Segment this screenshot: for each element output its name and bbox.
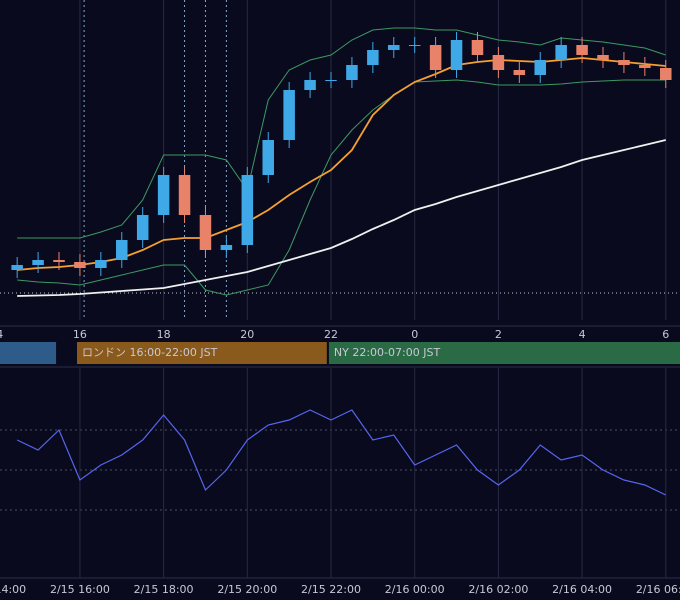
x-tick-label: 2/16 02:00 (468, 583, 528, 596)
indicator-line (17, 79, 666, 296)
candle-body (136, 215, 149, 240)
x-tick-label: 22 (324, 328, 338, 341)
x-tick-label: 14 (0, 328, 3, 341)
candle-body (346, 65, 358, 80)
candle-body (220, 245, 233, 250)
candle-body (157, 175, 170, 215)
candle-body (471, 40, 484, 55)
candle-body (492, 55, 505, 70)
x-tick-label: 2/15 18:00 (134, 583, 194, 596)
candle-body (53, 260, 65, 262)
candle-body (32, 260, 44, 265)
x-tick-label: 18 (157, 328, 171, 341)
candle-body (304, 80, 316, 90)
candle-body (178, 175, 191, 215)
candle-body (597, 55, 609, 60)
session-bar (76, 342, 327, 364)
candle-body (262, 140, 274, 175)
candle-body (408, 45, 421, 46)
x-tick-label: 2/15 14:00 (0, 583, 26, 596)
candle-body (639, 65, 651, 68)
candle-body (116, 240, 128, 260)
candle-body (367, 50, 379, 65)
candle-body (388, 45, 400, 50)
candle-body (450, 40, 463, 70)
candle-body (325, 80, 337, 81)
candle-body (283, 90, 295, 140)
session-bar (0, 342, 57, 364)
candle-body (660, 68, 672, 80)
candle-body (95, 260, 107, 268)
indicator-line (17, 139, 666, 297)
candle-body (576, 45, 588, 55)
candle-body (534, 60, 546, 75)
oscillator-line (16, 409, 667, 496)
candle-body (241, 175, 254, 245)
indicator-line (17, 27, 666, 239)
x-tick-label: 2/15 22:00 (301, 583, 361, 596)
x-tick-label: 6 (662, 328, 669, 341)
x-tick-label: 2 (495, 328, 502, 341)
candle-body (11, 265, 23, 270)
candle-body (74, 262, 86, 268)
candle-body (199, 215, 212, 250)
x-tick-label: 16 (73, 328, 87, 341)
x-tick-label: 0 (411, 328, 418, 341)
x-tick-label: 2/15 20:00 (217, 583, 277, 596)
candle-body (513, 70, 526, 75)
session-label: NY 22:00-07:00 JST (334, 346, 441, 359)
candle-body (429, 45, 442, 70)
x-tick-label: 4 (579, 328, 586, 341)
x-tick-label: 2/16 04:00 (552, 583, 612, 596)
candle-body (618, 60, 630, 65)
x-tick-label: 2/15 16:00 (50, 583, 110, 596)
x-tick-label: 20 (240, 328, 254, 341)
x-tick-label: 2/16 06:00 (636, 583, 680, 596)
session-label: ロンドン 16:00-22:00 JST (82, 346, 218, 359)
candle-body (555, 45, 567, 60)
session-bar (328, 342, 680, 364)
x-tick-label: 2/16 00:00 (385, 583, 445, 596)
